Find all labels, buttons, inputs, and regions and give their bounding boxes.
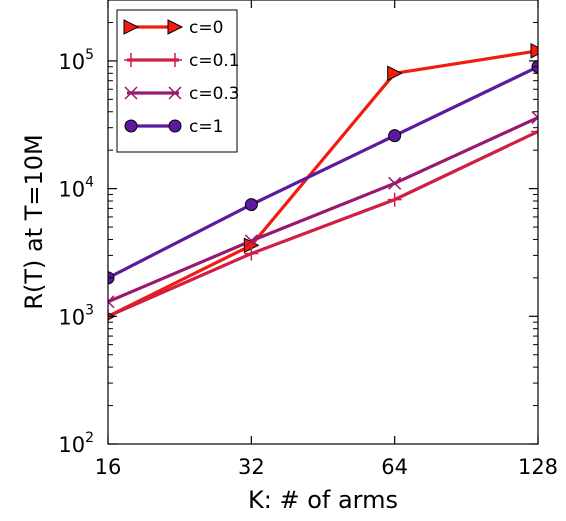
legend-marker-right (168, 86, 182, 100)
y-tick-label: 105 (58, 47, 94, 74)
legend-entry-1: c=0.1 (124, 51, 240, 71)
legend-entry-2: c=0.3 (124, 84, 240, 104)
y-tick-label: 103 (58, 302, 94, 329)
series-group (108, 43, 538, 324)
legend-marker-right (168, 53, 182, 67)
data-point-2-0 (108, 295, 115, 309)
data-point-1-2 (387, 192, 402, 207)
legend-marker-right (168, 119, 182, 133)
data-point-2-3 (531, 111, 538, 125)
x-axis-label: K: # of arms (248, 486, 398, 514)
data-point-1-3 (531, 124, 538, 139)
series-line-1 (108, 130, 538, 318)
series-line-0 (108, 49, 538, 318)
x-tick-label: 32 (238, 455, 265, 479)
legend-label: c=1 (189, 117, 223, 137)
y-tick-label: 102 (58, 430, 94, 457)
series-line-2 (108, 116, 538, 304)
legend-marker-left (124, 119, 138, 133)
legend-entry-0: c=0 (123, 18, 223, 38)
data-point-0-3 (530, 43, 538, 59)
series-line-3 (108, 65, 538, 280)
legend-marker-left (123, 19, 140, 35)
legend: c=0 c=0.1 c=0.3 c=1 (116, 9, 240, 153)
x-tick-label: 16 (95, 455, 122, 479)
series-layer (108, 43, 538, 324)
legend-label: c=0.1 (189, 51, 240, 71)
x-tick-label: 128 (518, 455, 558, 479)
legend-marker-right (167, 19, 184, 35)
legend-marker-left (124, 53, 138, 67)
y-axis-label: R(T) at T=10M (20, 134, 48, 309)
data-point-3-2 (388, 129, 402, 143)
plot-frame (107, 0, 539, 445)
legend-label: c=0 (189, 18, 223, 38)
tick-layer: 16 32 64 128 102 103 104 105 (58, 0, 558, 479)
legend-entry-3: c=1 (124, 117, 223, 137)
data-point-0-2 (387, 65, 403, 82)
y-tick-label: 104 (58, 175, 94, 202)
data-point-1-1 (244, 246, 259, 261)
data-point-2-1 (244, 234, 258, 248)
data-point-3-1 (244, 198, 258, 212)
legend-marker-left (124, 86, 138, 100)
legend-label: c=0.3 (189, 84, 240, 104)
x-tick-label: 64 (381, 455, 408, 479)
data-point-2-2 (388, 176, 402, 190)
